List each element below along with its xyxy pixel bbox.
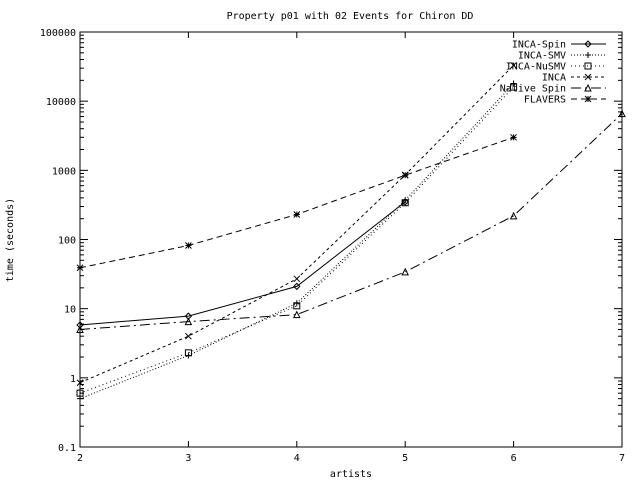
y-axis-label: time (seconds) [5, 198, 16, 282]
data-point-triangle [618, 109, 626, 118]
data-point-square [184, 349, 192, 357]
legend-item: INCA-SMV [518, 51, 606, 62]
data-point-diamond [401, 198, 409, 206]
x-tick-label: 7 [619, 453, 625, 464]
y-tick-label: 100 [58, 236, 76, 247]
series-line [79, 113, 623, 330]
series-inca-nusmv [76, 83, 518, 397]
data-point-square [76, 389, 84, 397]
y-tick-label: 1000 [52, 166, 76, 177]
legend-label: INCA-NuSMV [506, 62, 566, 73]
data-point-cross [76, 379, 84, 387]
legend-item: INCA-Spin [512, 40, 606, 51]
x-tick-label: 2 [77, 453, 83, 464]
x-tick-label: 4 [294, 453, 300, 464]
legend-item: FLAVERS [524, 95, 606, 106]
chart-title: Property p01 with 02 Events for Chiron D… [227, 11, 474, 22]
series-native-spin [76, 109, 626, 333]
data-point-diamond [76, 321, 84, 329]
data-point-square [584, 62, 592, 70]
data-point-square [401, 199, 409, 207]
legend-item: Native Spin [500, 84, 606, 95]
series-line [79, 201, 406, 326]
data-point-triangle [509, 211, 518, 220]
legend-label: FLAVERS [524, 95, 566, 106]
data-point-star [76, 264, 84, 272]
data-point-triangle [184, 317, 193, 326]
series-layer [76, 61, 626, 402]
data-point-plus [510, 80, 517, 87]
data-point-plus [585, 52, 591, 58]
data-point-triangle [292, 310, 301, 319]
y-tick-label: 10 [64, 305, 76, 316]
data-point-star [185, 242, 192, 249]
y-tick-label: 0.1 [58, 443, 76, 454]
y-axis: 0.1 1 10 100 1000 10000 100000 [40, 28, 622, 454]
series-flavers [76, 133, 517, 272]
x-tick-label: 5 [402, 453, 408, 464]
series-line [79, 86, 514, 394]
data-point-square [293, 302, 301, 310]
data-point-cross [185, 332, 192, 340]
data-point-star [584, 95, 592, 103]
legend-label: INCA [542, 73, 566, 84]
y-tick-label: 100000 [40, 28, 76, 39]
data-point-cross [584, 73, 592, 81]
data-point-diamond [293, 282, 301, 291]
legend-label: INCA-SMV [518, 51, 566, 62]
data-point-diamond [584, 40, 592, 48]
legend-item: INCA [542, 73, 606, 84]
y-tick-label: 10000 [46, 97, 76, 108]
data-point-triangle [584, 83, 592, 92]
data-point-star [293, 211, 301, 218]
x-tick-label: 3 [185, 453, 191, 464]
legend-label: INCA-Spin [512, 40, 566, 51]
data-point-square [510, 83, 518, 91]
legend-item: INCA-NuSMV [506, 62, 606, 73]
data-point-cross [293, 275, 301, 283]
series-inca-spin [76, 198, 409, 329]
data-point-triangle [76, 325, 84, 333]
data-point-star [510, 133, 517, 141]
data-point-cross [510, 61, 517, 69]
data-point-triangle [401, 267, 410, 276]
legend-label: Native Spin [500, 84, 566, 95]
x-axis-label: artists [330, 469, 372, 480]
x-tick-label: 6 [511, 453, 517, 464]
y-tick-label: 1 [70, 374, 76, 385]
data-point-star [401, 171, 409, 179]
